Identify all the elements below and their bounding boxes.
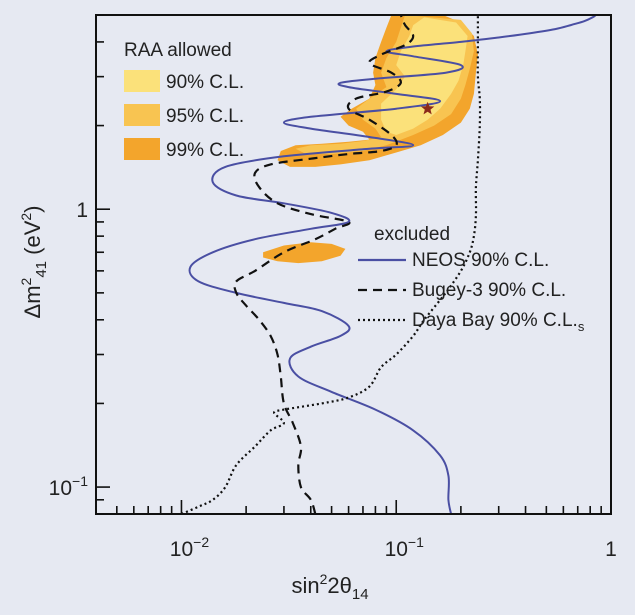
- region-99-cl-polygon-1: [263, 242, 346, 264]
- x-tick-label: 10−2: [170, 534, 210, 561]
- exclusion-curves: [181, 15, 597, 514]
- legends: RAA allowed 90% C.L. 95% C.L. 99% C.L. exclu…: [124, 40, 585, 334]
- excluded-legend-label: Daya Bay 90% C.L.s: [412, 310, 585, 334]
- axes: 10−2 10−1 1 10−1 1 sin22θ14 Δm241 (eV2): [18, 14, 617, 603]
- y-axis-title: Δm241 (eV2): [18, 206, 50, 319]
- allowed-legend-label: 99% C.L.: [166, 140, 244, 161]
- y-tick-label: 1: [76, 199, 88, 222]
- allowed-legend-label: 90% C.L.: [166, 72, 244, 93]
- excluded-legend-title: excluded: [374, 224, 450, 245]
- bugey-3-exclusion-curve: [233, 15, 415, 514]
- y-tick-label: 10−1: [49, 473, 89, 500]
- x-axis-title: sin22θ14: [291, 571, 368, 603]
- x-tick-label: 10−1: [385, 534, 425, 561]
- allowed-legend-swatch: [124, 70, 160, 92]
- region-90-cl-polygon-0: [381, 17, 468, 135]
- allowed-legend-label: 95% C.L.: [166, 106, 244, 127]
- best-fit-star-icon: [421, 101, 435, 115]
- neos-exclusion-curve: [188, 15, 597, 514]
- plot-frame: [95, 14, 612, 515]
- allowed-legend-swatch: [124, 104, 160, 126]
- x-tick-label: 1: [605, 538, 617, 561]
- allowed-legend-swatch: [124, 138, 160, 160]
- daya-exclusion-curve: [181, 15, 482, 514]
- best-fit-layer: [421, 101, 435, 115]
- allowed-legend-title: RAA allowed: [124, 40, 232, 61]
- excluded-legend-label: NEOS 90% C.L.: [412, 250, 549, 271]
- excluded-legend-label: Bugey-3 90% C.L.: [412, 280, 566, 301]
